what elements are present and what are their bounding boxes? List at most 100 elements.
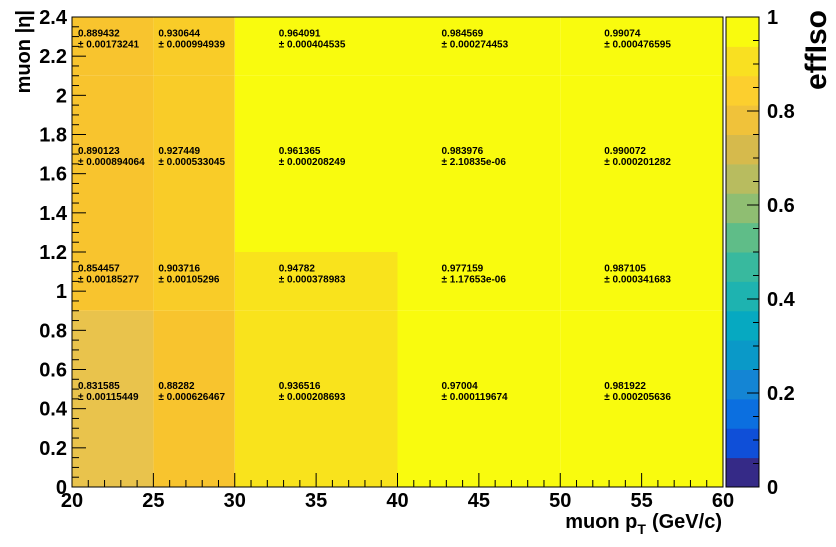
cell-value-label: 0.964091 bbox=[279, 28, 321, 39]
cell-value-label: 0.990072 bbox=[604, 146, 646, 157]
z-tick-label: 0.6 bbox=[767, 195, 795, 217]
y-tick-label: 0.2 bbox=[39, 438, 67, 460]
cell-error-label: ± 0.00115449 bbox=[78, 392, 139, 403]
heatmap-cell bbox=[153, 310, 235, 487]
heatmap-cell bbox=[234, 310, 398, 487]
heatmap-cell bbox=[397, 252, 561, 311]
y-tick-label: 1.4 bbox=[39, 203, 68, 225]
x-tick-label: 30 bbox=[224, 490, 246, 512]
cell-value-label: 0.97004 bbox=[442, 381, 479, 392]
heatmap-cell bbox=[234, 252, 398, 311]
palette-swatch bbox=[726, 163, 759, 194]
cell-value-label: 0.930644 bbox=[158, 28, 200, 39]
x-tick-label: 45 bbox=[468, 490, 490, 512]
z-axis-title: effIso bbox=[800, 10, 833, 90]
palette-swatch bbox=[726, 252, 759, 282]
cell-error-label: ± 0.000533045 bbox=[158, 157, 225, 168]
heatmap-cell bbox=[560, 17, 723, 76]
cell-value-label: 0.981922 bbox=[604, 381, 646, 392]
cell-error-label: ± 0.000894064 bbox=[78, 157, 145, 168]
heatmap-cell bbox=[72, 310, 154, 487]
x-axis-title: muon pT (GeV/c) bbox=[565, 511, 722, 537]
heatmap-cell bbox=[234, 75, 398, 252]
z-tick-label: 0 bbox=[767, 477, 778, 499]
x-axis-title-main: muon p bbox=[565, 511, 637, 533]
heatmap-cell bbox=[397, 17, 561, 76]
cell-error-label: ± 0.000341683 bbox=[604, 274, 671, 285]
y-tick-label: 0.6 bbox=[39, 360, 67, 382]
y-tick-label: 0.4 bbox=[39, 399, 68, 421]
y-tick-label: 2.2 bbox=[39, 46, 67, 68]
heatmap-cell bbox=[397, 310, 561, 487]
cell-error-label: ± 0.000378983 bbox=[279, 274, 346, 285]
x-tick-label: 55 bbox=[631, 490, 653, 512]
heatmap-cell bbox=[560, 75, 723, 252]
z-tick-label: 0.8 bbox=[767, 101, 795, 123]
palette-swatch bbox=[726, 281, 759, 312]
cell-error-label: ± 0.000201282 bbox=[604, 157, 671, 168]
cell-error-label: ± 0.000476595 bbox=[604, 39, 671, 50]
cell-error-label: ± 0.00105296 bbox=[158, 274, 220, 285]
cell-error-label: ± 0.000119674 bbox=[442, 392, 509, 403]
cell-error-label: ± 0.000208693 bbox=[279, 392, 346, 403]
cell-value-label: 0.984569 bbox=[442, 28, 484, 39]
cell-value-label: 0.927449 bbox=[158, 146, 200, 157]
palette-swatch bbox=[726, 310, 759, 341]
x-tick-label: 20 bbox=[61, 490, 83, 512]
y-tick-label: 2.4 bbox=[39, 7, 68, 29]
cell-value-label: 0.88282 bbox=[158, 381, 195, 392]
cell-error-label: ± 0.000274453 bbox=[442, 39, 509, 50]
cell-value-label: 0.854457 bbox=[78, 263, 120, 274]
cell-error-label: ± 0.000205636 bbox=[604, 392, 671, 403]
heatmap-cells bbox=[72, 17, 723, 487]
y-tick-label: 1.2 bbox=[39, 242, 67, 264]
x-tick-label: 35 bbox=[305, 490, 327, 512]
y-tick-label: 2 bbox=[56, 85, 67, 107]
palette-swatch bbox=[726, 340, 759, 370]
y-tick-label: 0 bbox=[56, 477, 67, 499]
palette-swatch bbox=[726, 105, 759, 135]
heatmap-cell bbox=[72, 252, 154, 311]
cell-value-label: 0.94782 bbox=[279, 263, 316, 274]
heatmap-cell bbox=[72, 17, 154, 76]
cell-value-label: 0.977159 bbox=[442, 263, 484, 274]
z-tick-label: 0.2 bbox=[767, 383, 795, 405]
heatmap-cell bbox=[153, 17, 235, 76]
cell-value-label: 0.889432 bbox=[78, 28, 120, 39]
palette-swatch bbox=[726, 369, 759, 400]
x-axis-title-unit: (GeV/c) bbox=[652, 511, 722, 533]
palette-swatch bbox=[726, 222, 759, 253]
palette-swatch bbox=[726, 398, 759, 429]
x-tick-label: 50 bbox=[549, 490, 571, 512]
heatmap-cell bbox=[397, 75, 561, 252]
palette-swatch bbox=[726, 134, 759, 165]
cell-labels: 0.831585± 0.00115449 0.88282± 0.000626467… bbox=[78, 28, 671, 403]
y-tick-label: 1 bbox=[56, 281, 67, 303]
palette-swatch bbox=[726, 428, 759, 459]
heatmap-cell bbox=[72, 75, 154, 252]
palette-swatch bbox=[726, 46, 759, 77]
x-axis-title-sub: T bbox=[637, 521, 646, 537]
heatmap-cell bbox=[560, 310, 723, 487]
palette-swatch bbox=[726, 193, 759, 224]
z-tick-label: 1 bbox=[767, 7, 778, 29]
x-tick-label: 40 bbox=[386, 490, 408, 512]
cell-error-label: ± 0.000208249 bbox=[279, 157, 346, 168]
cell-value-label: 0.987105 bbox=[604, 263, 646, 274]
cell-value-label: 0.99074 bbox=[604, 28, 641, 39]
heatmap-cell bbox=[153, 75, 235, 252]
y-tick-label: 1.8 bbox=[39, 125, 67, 147]
z-tick-label: 0.4 bbox=[767, 289, 796, 311]
palette-swatch bbox=[726, 457, 759, 488]
x-tick-label: 25 bbox=[142, 490, 164, 512]
palette-swatch bbox=[726, 75, 759, 106]
cell-error-label: ± 0.000404535 bbox=[279, 39, 346, 50]
cell-error-label: ± 2.10835e-06 bbox=[442, 157, 507, 168]
y-tick-label: 1.6 bbox=[39, 164, 67, 186]
x-tick-label: 60 bbox=[712, 490, 734, 512]
z-axis: 0 0.2 0.4 0.6 0.8 1 bbox=[747, 7, 796, 499]
y-tick-label: 0.8 bbox=[39, 320, 67, 342]
heatmap-cell bbox=[560, 252, 723, 311]
cell-value-label: 0.983976 bbox=[442, 146, 484, 157]
